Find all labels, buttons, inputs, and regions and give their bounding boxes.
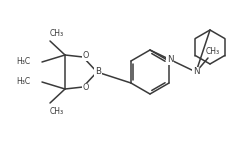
Text: N: N [193,67,199,77]
Text: H₃C: H₃C [16,57,30,66]
Text: O: O [83,84,89,93]
Text: O: O [83,51,89,60]
Text: CH₃: CH₃ [206,47,220,56]
Text: H₃C: H₃C [16,78,30,87]
Text: CH₃: CH₃ [50,28,64,37]
Text: N: N [167,55,173,64]
Text: CH₃: CH₃ [50,107,64,116]
Text: B: B [95,67,101,77]
